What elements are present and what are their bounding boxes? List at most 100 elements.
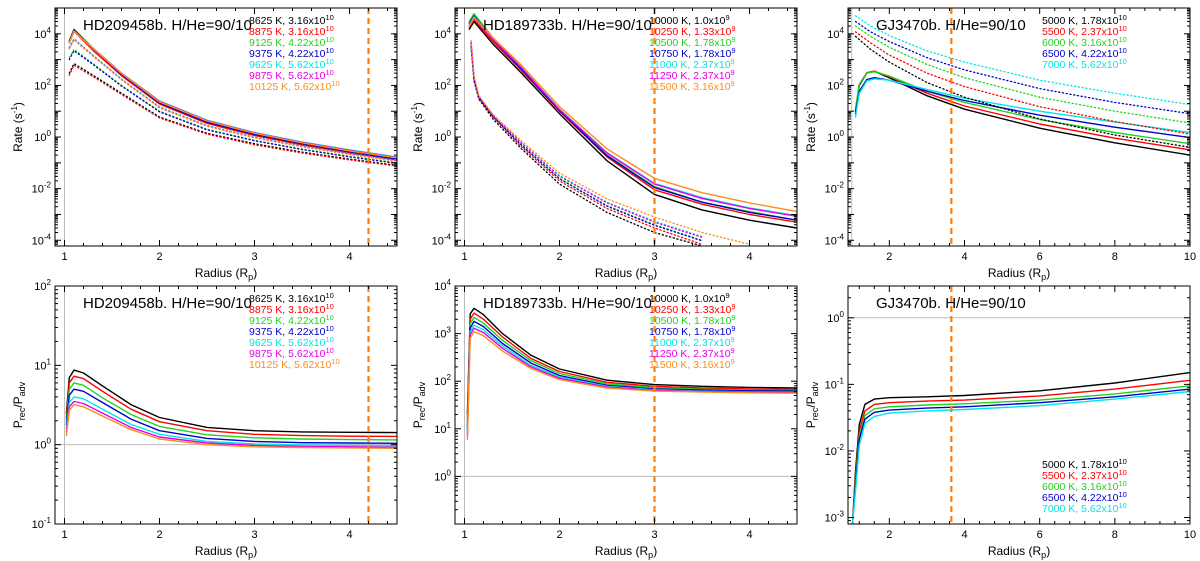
series-line: [470, 44, 703, 245]
legend-entry: 9125 K, 4.22x1010: [249, 313, 334, 327]
legend-entry: 10750 K, 1.78x109: [649, 324, 736, 338]
x-tick-label: 3: [251, 529, 257, 541]
legend-exponent: 10: [1118, 24, 1126, 33]
x-tick-label: 1: [461, 251, 467, 263]
x-tick-label: 4: [346, 251, 352, 263]
plot-frame: [454, 285, 798, 525]
series-line: [851, 388, 1190, 524]
legend-entry: 7000 K, 5.62x1010: [1042, 501, 1127, 515]
y-tick-label: 101: [434, 421, 451, 436]
y-tick-exponent: 4: [447, 278, 452, 287]
legend-entry: 8875 K, 3.16x1010: [249, 24, 334, 38]
legend-exponent: 9: [725, 291, 729, 300]
y-axis-label-sup: -1: [803, 106, 812, 114]
legend-label: 9375 K, 4.22x10: [249, 326, 326, 338]
series-line: [468, 20, 797, 229]
series-line: [470, 46, 703, 246]
legend-entry: 11500 K, 3.16x109: [649, 79, 735, 93]
y-tick-base: 10: [827, 80, 839, 92]
legend-entry: 5500 K, 2.37x1010: [1042, 468, 1127, 482]
y-tick-base: 10: [432, 184, 444, 196]
legend-entry: 9875 K, 5.62x1010: [249, 346, 334, 360]
legend-exponent: 9: [731, 335, 735, 344]
y-axis-label: Rate (s-1): [10, 102, 25, 152]
legend-label: 10500 K, 1.78x10: [649, 37, 731, 49]
legend-entry: 10500 K, 1.78x109: [649, 35, 736, 49]
y-tick-exponent: -2: [837, 181, 845, 190]
x-tick-label: 1: [461, 529, 467, 541]
x-axis-label-main: Radius (R: [195, 266, 249, 280]
series-line: [65, 382, 397, 441]
series-line: [68, 64, 397, 167]
x-tick-label: 10: [1184, 529, 1196, 541]
y-tick-label: 103: [434, 326, 451, 341]
y-tick-base: 10: [434, 80, 446, 92]
series-line: [854, 71, 1190, 145]
legend-entry: 11250 K, 2.37x109: [649, 346, 735, 360]
x-axis-label-main: Radius (R: [988, 266, 1042, 280]
x-axis-label-sub: p: [1041, 550, 1046, 560]
y-tick-exponent: 2: [447, 77, 452, 86]
y-tick-base: 10: [34, 360, 46, 372]
y-tick-base: 10: [825, 379, 837, 391]
legend-exponent: 10: [325, 57, 333, 66]
x-axis-label-sub: p: [248, 272, 253, 282]
legend-entry: 10000 K, 1.0x109: [649, 13, 730, 27]
legend-entry: 8625 K, 3.16x1010: [249, 291, 334, 305]
y-tick-base: 10: [827, 132, 839, 144]
y-tick-base: 10: [32, 184, 44, 196]
y-tick-label: 102: [827, 77, 844, 92]
y-tick-base: 10: [434, 132, 446, 144]
x-axis-label-sub: p: [648, 272, 653, 282]
y-tick-label: 102: [34, 278, 51, 293]
y-axis-label-main: P: [11, 420, 25, 428]
legend-label: 10250 K, 1.33x10: [649, 304, 731, 316]
series-line: [854, 20, 1190, 115]
y-tick-exponent: -1: [837, 376, 845, 385]
x-axis-label-main: Radius (R: [195, 544, 249, 558]
y-tick-exponent: 0: [447, 468, 452, 477]
legend-exponent: 9: [731, 313, 735, 322]
y-tick-label: 104: [827, 26, 844, 41]
x-axis-label-sub: p: [1041, 272, 1046, 282]
series-line: [68, 50, 397, 165]
y-tick-exponent: -4: [837, 232, 845, 241]
legend-exponent: 10: [1118, 457, 1126, 466]
y-tick-label: 101: [34, 357, 51, 372]
y-tick-exponent: 0: [47, 129, 52, 138]
legend-label: 6500 K, 4.22x10: [1042, 492, 1119, 504]
series-line: [854, 25, 1190, 124]
legend-entry: 10000 K, 1.0x109: [649, 291, 730, 305]
series-line: [65, 375, 397, 438]
legend-exponent: 10: [325, 68, 333, 77]
x-tick-label: 2: [156, 529, 162, 541]
legend-label: 7000 K, 5.62x10: [1042, 503, 1119, 515]
panel-title: GJ3470b. H/He=90/10: [876, 295, 1026, 312]
y-tick-exponent: 4: [840, 26, 845, 35]
legend-entry: 6000 K, 3.16x1010: [1042, 35, 1127, 49]
x-axis-label-close: ): [253, 544, 257, 558]
panel-title: HD189733b. H/He=90/10: [483, 295, 652, 312]
x-tick-label: 3: [651, 529, 657, 541]
x-tick-label: 10: [1184, 251, 1196, 263]
y-tick-exponent: 0: [840, 129, 845, 138]
legend-entry: 11000 K, 2.37x109: [649, 335, 735, 349]
legend-label: 9625 K, 5.62x10: [249, 59, 326, 71]
y-tick-label: 10-2: [825, 443, 845, 458]
x-tick-label: 2: [556, 251, 562, 263]
legend-exponent: 10: [325, 346, 333, 355]
y-tick-base: 10: [825, 446, 837, 458]
y-tick-exponent: 4: [47, 26, 52, 35]
legend-label: 6000 K, 3.16x10: [1042, 481, 1119, 493]
y-tick-base: 10: [34, 80, 46, 92]
x-axis-label-main: Radius (R: [595, 544, 649, 558]
plot-frame: [54, 7, 398, 247]
y-axis-label-sub2: adv: [810, 381, 820, 396]
legend-entry: 6500 K, 4.22x1010: [1042, 46, 1127, 60]
legend-entry: 5000 K, 1.78x1010: [1042, 457, 1127, 471]
series-group: [468, 13, 797, 246]
x-axis-label: Radius (Rp): [195, 266, 257, 282]
x-tick-label: 8: [1112, 251, 1118, 263]
